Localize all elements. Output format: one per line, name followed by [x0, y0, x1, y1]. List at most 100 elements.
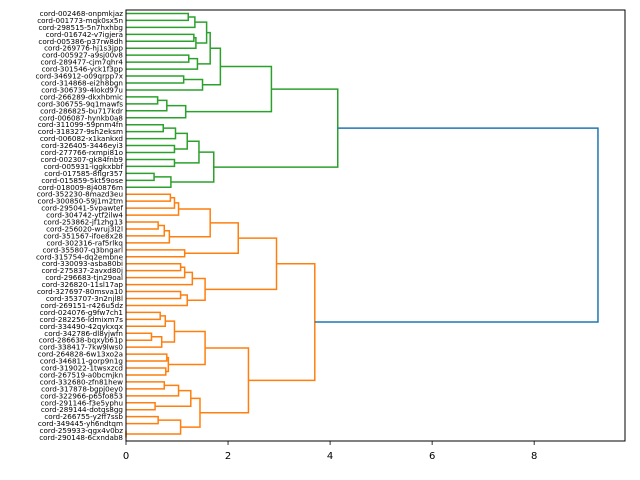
- dendrogram-link: [161, 320, 176, 343]
- leaf-label: cord-349445-yh6ndtqm: [38, 419, 123, 428]
- leaf-label: cord-266289-dkxhbmic: [40, 92, 123, 101]
- dendrogram-link: [126, 123, 164, 133]
- leaf-label: cord-319022-1twsxzcd: [41, 364, 123, 373]
- leaf-label: cord-318327-9sh2eksm: [38, 127, 123, 136]
- dendrogram-link: [174, 132, 188, 150]
- leaf-label: cord-282256-ldmixm7s: [40, 315, 124, 324]
- plot-frame: [125, 9, 626, 442]
- dendrogram-link: [126, 315, 167, 328]
- leaf-label: cord-346912-o09qrpp7x: [35, 72, 123, 81]
- dendrogram-link: [126, 221, 159, 230]
- leaf-label: cord-346811-gorp9n1g: [40, 357, 123, 366]
- dendrogram-link: [126, 311, 161, 321]
- leaf-label: cord-295041-5vpawtef: [41, 204, 123, 213]
- x-tick-label: 6: [429, 451, 435, 462]
- dendrogram-link: [126, 75, 185, 84]
- dendrogram-link: [126, 384, 180, 397]
- dendrogram-link: [155, 389, 192, 407]
- leaf-label: cord-005927-a9sj00v8: [42, 51, 123, 60]
- leaf-label: cord-353707-3n2njl8l: [46, 294, 123, 303]
- dendrogram-link: [202, 47, 222, 86]
- leaf-label: cord-267519-a0bcmjkn: [39, 370, 123, 379]
- leaf-label: cord-286825-bu717kdr: [40, 106, 123, 115]
- leaf-label: cord-001773-mqk0sx5n: [37, 16, 123, 25]
- leaf-label: cord-306739-4lokd97u: [41, 85, 123, 94]
- leaf-label: cord-286638-bqxyb61p: [39, 336, 124, 345]
- dendrogram-link: [184, 222, 239, 255]
- leaf-label: cord-005386-p37rw8dh: [38, 37, 123, 46]
- dendrogram-link: [199, 347, 250, 414]
- leaf-label: cord-334490-42qykxqx: [39, 322, 123, 331]
- leaf-label: cord-332680-zfn81hew: [40, 377, 123, 386]
- leaf-label: cord-259933-qgx4v0bz: [40, 426, 124, 435]
- leaf-label: cord-291146-f3e5yphu: [41, 398, 123, 407]
- leaf-label: cord-296683-tjn29oal: [45, 273, 123, 282]
- leaf-label: cord-326820-11sl17ap: [42, 280, 124, 289]
- leaf-label: cord-002468-onpmkjaz: [40, 9, 124, 18]
- dendrogram-link: [126, 16, 196, 29]
- dendrogram-link: [126, 78, 204, 91]
- dendrogram-link: [126, 415, 159, 425]
- leaf-label: cord-302316-raf5rlkq: [46, 238, 123, 247]
- leaf-label: cord-006082-x1kankxd: [40, 134, 123, 143]
- dendrogram-link: [126, 96, 159, 105]
- dendrogram-link: [126, 266, 186, 279]
- dendrogram-link: [126, 271, 194, 286]
- leaf-label: cord-311099-59pnm4fn: [38, 120, 123, 129]
- dendrogram-link: [126, 196, 176, 209]
- leaf-label: cord-024076-g9fw7ch1: [40, 308, 123, 317]
- leaf-label: cord-290148-6cxndab8: [39, 433, 123, 442]
- dendrogram-link: [314, 127, 599, 323]
- leaf-label: cord-298515-5n7hxhbg: [38, 23, 123, 32]
- leaf-label: cord-317878-bgpj0ey0: [41, 384, 123, 393]
- leaf-label: cord-306755-9q1mawfs: [37, 99, 123, 108]
- dendrogram-link: [170, 151, 215, 183]
- leaf-label: cord-264828-6w13xo2a: [38, 350, 123, 359]
- leaf-label: cord-275837-2avxd80j: [41, 266, 123, 275]
- dendrogram-link: [126, 262, 182, 272]
- dendrogram-link: [126, 202, 180, 216]
- x-tick-label: 0: [123, 451, 129, 462]
- dendrogram-link: [126, 290, 182, 300]
- leaf-label: cord-015859-5kt59ose: [41, 176, 123, 185]
- dendrogram-link: [126, 229, 171, 244]
- dendrogram-link: [213, 88, 339, 168]
- leaf-label: cord-256020-wruj3l2l: [46, 224, 123, 233]
- leaf-label: cord-326405-3446eyi3: [41, 141, 123, 150]
- dendrogram-link: [197, 31, 211, 65]
- leaf-label: cord-314868-ei2h8bgn: [41, 78, 123, 87]
- dendrogram-link: [126, 249, 186, 258]
- dendrogram-link: [126, 193, 172, 202]
- leaf-label: cord-327697-80msva10: [37, 287, 123, 296]
- dendrogram-link: [126, 127, 177, 140]
- leaf-label: cord-355807-q3bngarl: [42, 245, 123, 254]
- leaf-label: cord-002307-gk84fnb9: [41, 155, 124, 164]
- leaf-label: cord-266755-y2ff7ssb: [44, 412, 123, 421]
- dendrogram-link: [126, 419, 182, 435]
- dendrogram-link: [126, 353, 168, 362]
- leaf-label: cord-301546-yck1f3pp: [42, 65, 124, 74]
- leaf-label: cord-016742-v7igjera: [46, 30, 123, 39]
- dendrogram-link: [126, 33, 195, 43]
- leaf-label: cord-315754-dq2embne: [36, 252, 124, 261]
- dendrogram-links: [125, 12, 599, 438]
- dendrogram-link: [248, 262, 316, 382]
- dendrogram-link: [126, 294, 188, 307]
- leaf-label: cord-005931-iggkxbbf: [43, 162, 123, 171]
- dendrogram-link: [126, 57, 199, 70]
- dendrogram-link: [126, 158, 176, 168]
- leaf-label: cord-289477-cjm7qhr4: [40, 58, 123, 67]
- leaf-label: cord-017585-8flgr357: [44, 169, 123, 178]
- dendrogram-link: [126, 37, 197, 49]
- x-tick-label: 2: [225, 451, 231, 462]
- x-tick-label: 4: [327, 451, 333, 462]
- dendrogram-link: [126, 367, 167, 376]
- leaf-label: cord-300850-59j1m2tm: [38, 197, 123, 206]
- leaf-label: cord-253862-jf1zhg13: [43, 218, 123, 227]
- leaf-label: cord-277766-rxmpi81o: [41, 148, 123, 157]
- leaf-label: cord-352230-8mazd3eu: [37, 190, 123, 199]
- leaf-label: cord-304742-ytf2ilw4: [46, 211, 123, 220]
- dendrogram-link: [205, 237, 278, 291]
- leaf-label: cord-018009-8j40876m: [38, 183, 123, 192]
